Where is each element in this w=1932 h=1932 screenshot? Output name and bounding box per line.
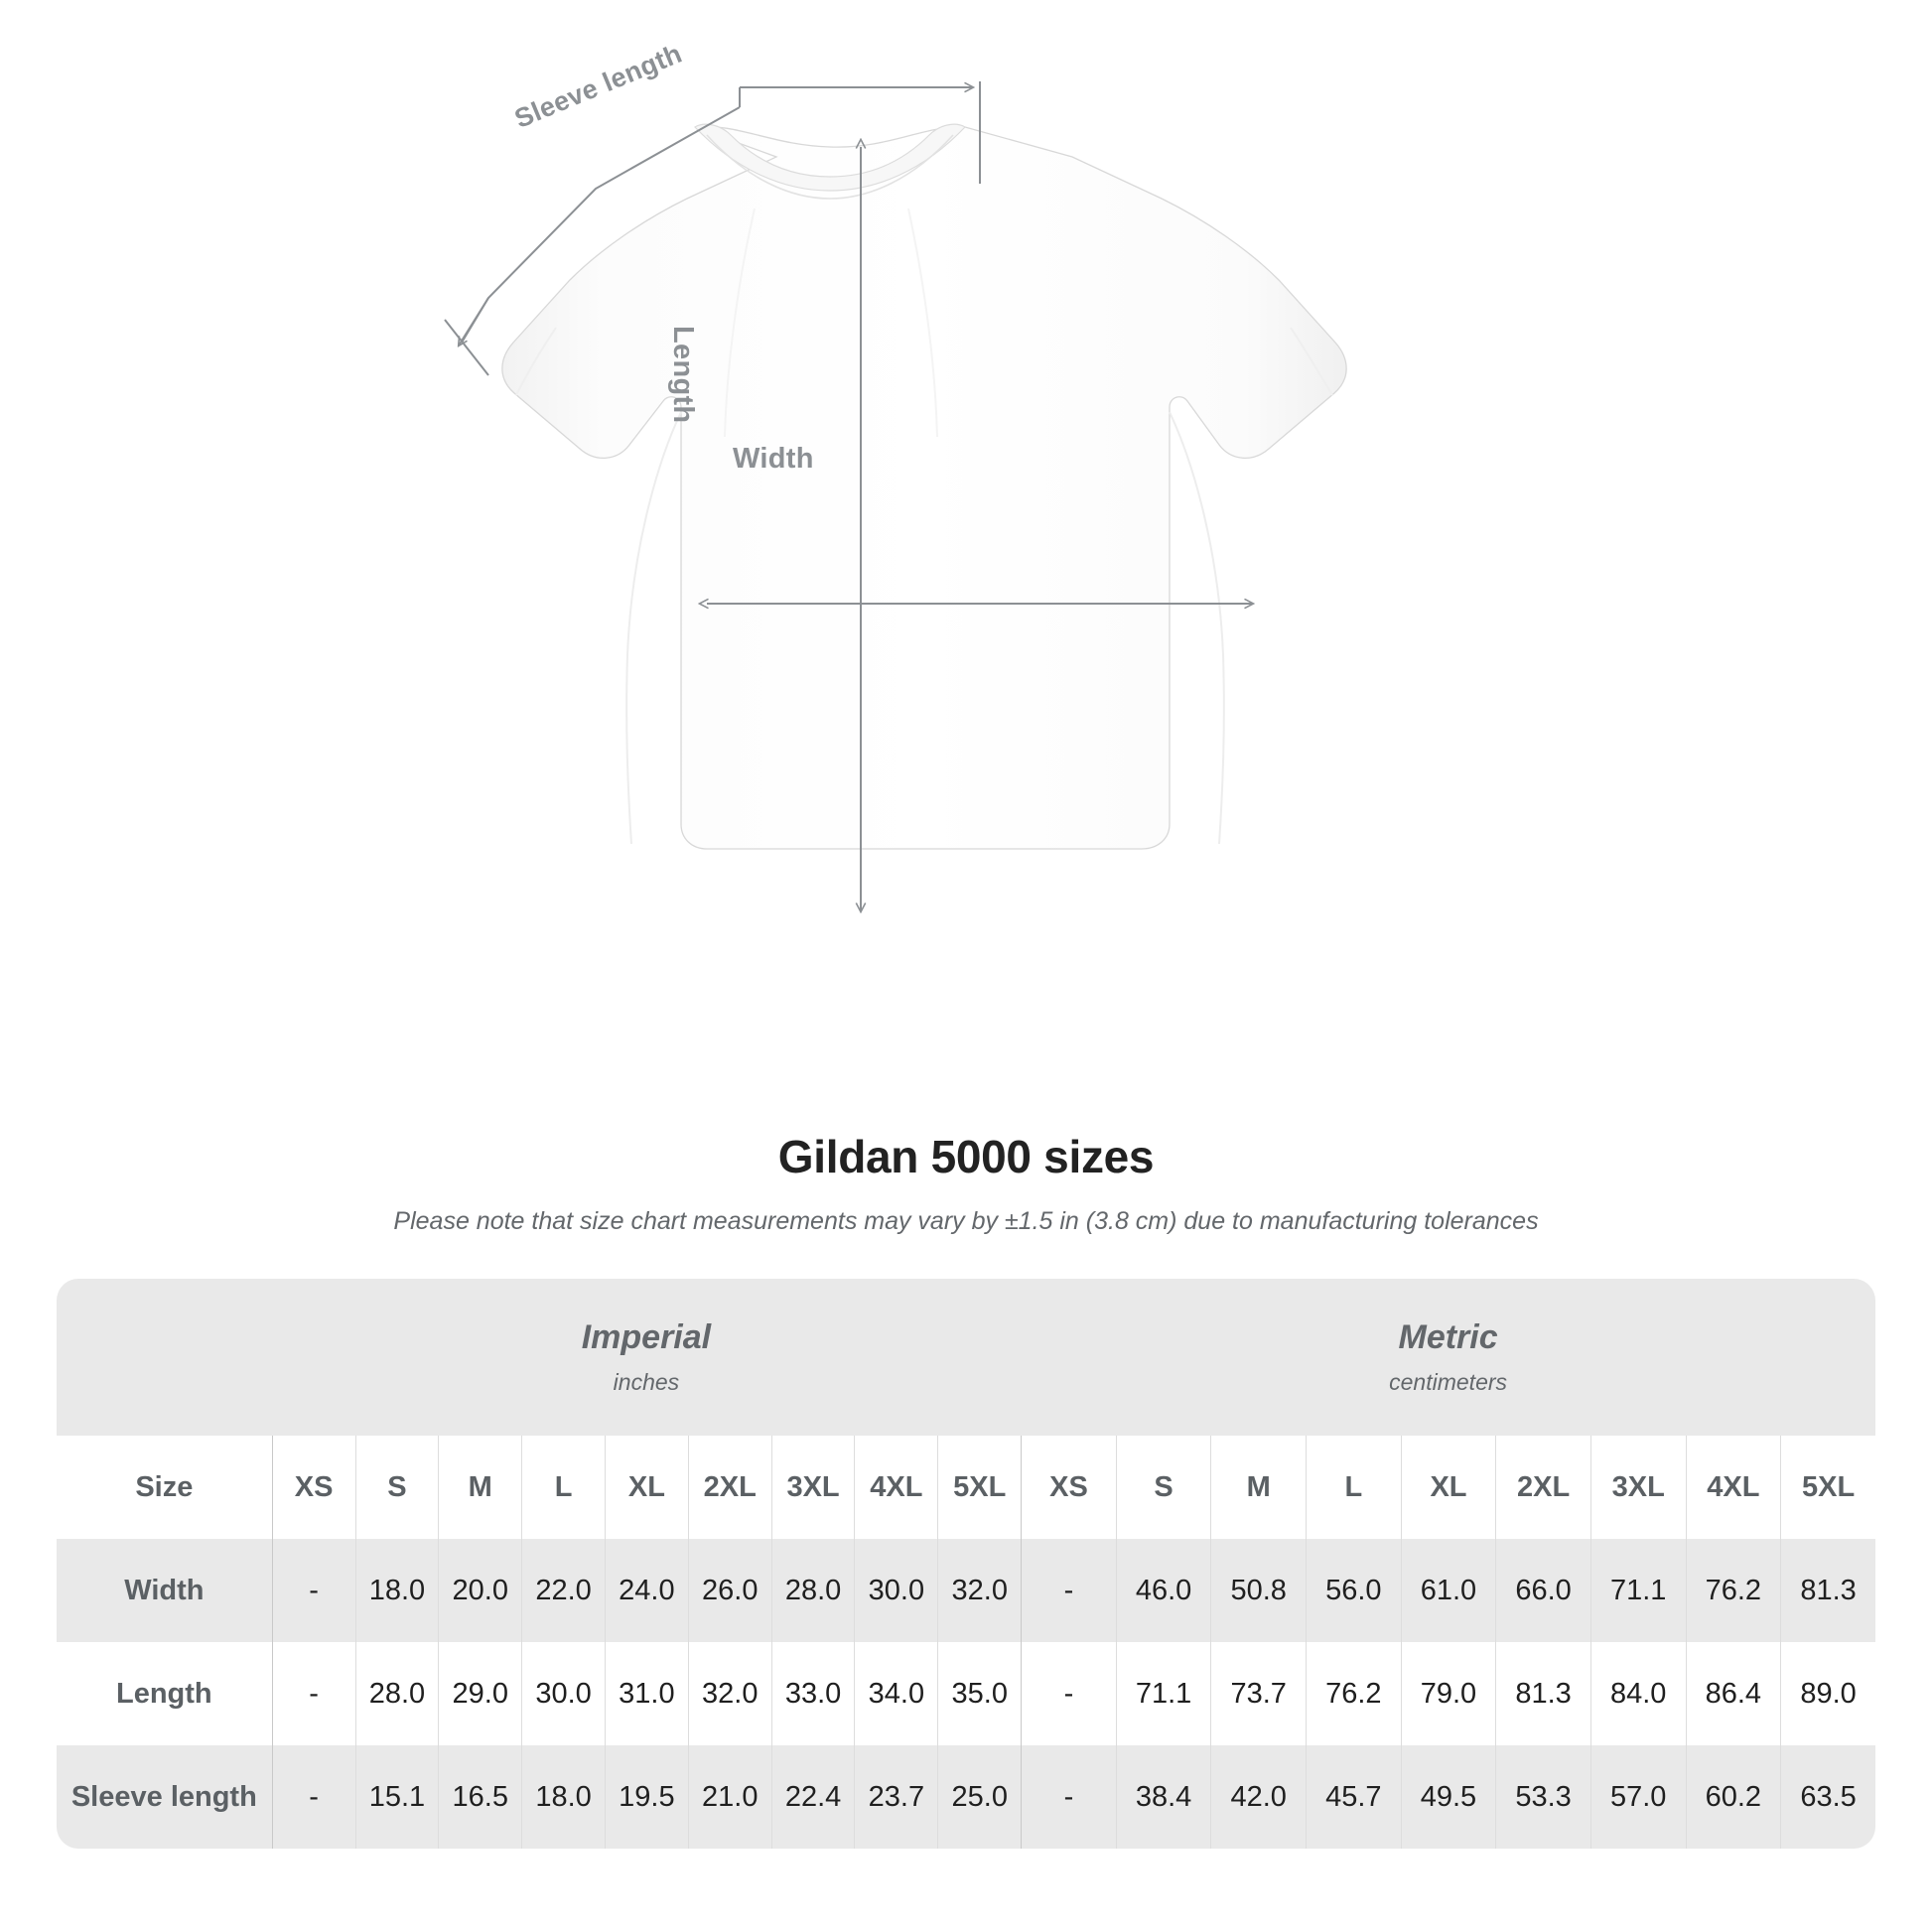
size-header-imperial-xl: XL bbox=[604, 1436, 688, 1539]
cell-width-imperial-xs: - bbox=[271, 1539, 355, 1642]
page-title: Gildan 5000 sizes bbox=[777, 1131, 1155, 1182]
cell-length-imperial-xs: - bbox=[271, 1642, 355, 1745]
cell-length-imperial-5xl: 35.0 bbox=[937, 1642, 1022, 1745]
cell-width-metric-3xl: 71.1 bbox=[1589, 1539, 1686, 1642]
cell-width-imperial-m: 20.0 bbox=[438, 1539, 522, 1642]
unit-group-metric: Metric centimeters bbox=[1021, 1279, 1875, 1436]
unit-group-metric-unit: centimeters bbox=[1389, 1369, 1508, 1396]
size-header-metric-xs: XS bbox=[1021, 1436, 1116, 1539]
table-row-sleeve-length: Sleeve length - 15.1 16.5 18.0 19.5 21.0… bbox=[57, 1745, 1875, 1849]
cell-width-imperial-2xl: 26.0 bbox=[687, 1539, 771, 1642]
cell-length-metric-s: 71.1 bbox=[1115, 1642, 1211, 1745]
cell-sleeve-metric-xs: - bbox=[1021, 1745, 1116, 1849]
title-block: Gildan 5000 sizes Please note that size … bbox=[0, 1132, 1932, 1236]
cell-width-metric-m: 50.8 bbox=[1210, 1539, 1307, 1642]
size-header-metric-4xl: 4XL bbox=[1685, 1436, 1781, 1539]
cell-width-imperial-xl: 24.0 bbox=[604, 1539, 688, 1642]
cell-sleeve-metric-s: 38.4 bbox=[1115, 1745, 1211, 1849]
cell-width-metric-xs: - bbox=[1021, 1539, 1116, 1642]
cell-sleeve-imperial-5xl: 25.0 bbox=[937, 1745, 1022, 1849]
cell-length-imperial-l: 30.0 bbox=[521, 1642, 605, 1745]
cell-length-imperial-xl: 31.0 bbox=[604, 1642, 688, 1745]
table-row-width: Width - 18.0 20.0 22.0 24.0 26.0 28.0 30… bbox=[57, 1539, 1875, 1642]
cell-length-metric-l: 76.2 bbox=[1306, 1642, 1401, 1745]
unit-group-imperial-name: Imperial bbox=[581, 1318, 712, 1357]
cell-sleeve-imperial-2xl: 21.0 bbox=[687, 1745, 771, 1849]
cell-width-imperial-4xl: 30.0 bbox=[854, 1539, 938, 1642]
cell-sleeve-metric-xl: 49.5 bbox=[1400, 1745, 1496, 1849]
cell-length-metric-m: 73.7 bbox=[1210, 1642, 1307, 1745]
cell-width-imperial-s: 18.0 bbox=[354, 1539, 439, 1642]
cell-sleeve-imperial-3xl: 22.4 bbox=[770, 1745, 855, 1849]
cell-sleeve-metric-4xl: 60.2 bbox=[1685, 1745, 1781, 1849]
size-header-imperial-m: M bbox=[438, 1436, 522, 1539]
cell-width-imperial-3xl: 28.0 bbox=[770, 1539, 855, 1642]
size-header-row: Size XS S M L XL 2XL 3XL 4XL 5XL XS S M … bbox=[57, 1436, 1875, 1539]
cell-sleeve-metric-l: 45.7 bbox=[1306, 1745, 1401, 1849]
cell-width-imperial-l: 22.0 bbox=[521, 1539, 605, 1642]
tshirt-shape bbox=[501, 123, 1347, 850]
size-table-container: Imperial inches Metric centimeters Size … bbox=[57, 1279, 1875, 1849]
size-header-metric-s: S bbox=[1115, 1436, 1211, 1539]
row-label-width: Width bbox=[57, 1539, 272, 1642]
table-corner-label: Size bbox=[57, 1436, 272, 1539]
cell-sleeve-imperial-l: 18.0 bbox=[521, 1745, 605, 1849]
size-header-imperial-s: S bbox=[354, 1436, 439, 1539]
cell-length-metric-xs: - bbox=[1021, 1642, 1116, 1745]
table-row-length: Length - 28.0 29.0 30.0 31.0 32.0 33.0 3… bbox=[57, 1642, 1875, 1745]
tolerance-note: Please note that size chart measurements… bbox=[393, 1206, 1539, 1235]
cell-width-metric-xl: 61.0 bbox=[1400, 1539, 1496, 1642]
cell-length-metric-2xl: 81.3 bbox=[1495, 1642, 1590, 1745]
cell-width-metric-5xl: 81.3 bbox=[1780, 1539, 1875, 1642]
size-header-imperial-2xl: 2XL bbox=[687, 1436, 771, 1539]
cell-length-imperial-4xl: 34.0 bbox=[854, 1642, 938, 1745]
unit-header-spacer bbox=[57, 1279, 272, 1436]
size-header-imperial-5xl: 5XL bbox=[937, 1436, 1022, 1539]
size-header-metric-2xl: 2XL bbox=[1495, 1436, 1590, 1539]
cell-sleeve-imperial-4xl: 23.7 bbox=[854, 1745, 938, 1849]
cell-sleeve-imperial-m: 16.5 bbox=[438, 1745, 522, 1849]
size-header-metric-3xl: 3XL bbox=[1589, 1436, 1686, 1539]
cell-width-metric-2xl: 66.0 bbox=[1495, 1539, 1590, 1642]
cell-length-metric-4xl: 86.4 bbox=[1685, 1642, 1781, 1745]
tshirt-diagram: Sleeve length Length Width bbox=[444, 39, 1347, 1112]
cell-length-imperial-s: 28.0 bbox=[354, 1642, 439, 1745]
cell-sleeve-imperial-xs: - bbox=[271, 1745, 355, 1849]
cell-length-imperial-m: 29.0 bbox=[438, 1642, 522, 1745]
size-header-metric-l: L bbox=[1306, 1436, 1401, 1539]
cell-sleeve-metric-m: 42.0 bbox=[1210, 1745, 1307, 1849]
unit-group-imperial-unit: inches bbox=[613, 1369, 680, 1396]
row-label-length: Length bbox=[57, 1642, 272, 1745]
cell-sleeve-metric-5xl: 63.5 bbox=[1780, 1745, 1875, 1849]
cell-width-metric-l: 56.0 bbox=[1306, 1539, 1401, 1642]
size-header-imperial-3xl: 3XL bbox=[770, 1436, 855, 1539]
cell-length-metric-xl: 79.0 bbox=[1400, 1642, 1496, 1745]
unit-group-metric-name: Metric bbox=[1398, 1318, 1498, 1357]
cell-length-metric-3xl: 84.0 bbox=[1589, 1642, 1686, 1745]
size-table: Imperial inches Metric centimeters Size … bbox=[57, 1279, 1875, 1849]
cell-length-metric-5xl: 89.0 bbox=[1780, 1642, 1875, 1745]
unit-header-row: Imperial inches Metric centimeters bbox=[57, 1279, 1875, 1436]
unit-group-imperial: Imperial inches bbox=[271, 1279, 1022, 1436]
cell-length-imperial-3xl: 33.0 bbox=[770, 1642, 855, 1745]
cell-sleeve-imperial-s: 15.1 bbox=[354, 1745, 439, 1849]
row-label-sleeve-length: Sleeve length bbox=[57, 1745, 272, 1849]
cell-sleeve-metric-2xl: 53.3 bbox=[1495, 1745, 1590, 1849]
sleeve-dimension-arrow bbox=[444, 81, 981, 376]
cell-width-metric-s: 46.0 bbox=[1115, 1539, 1211, 1642]
size-header-metric-5xl: 5XL bbox=[1780, 1436, 1875, 1539]
cell-width-metric-4xl: 76.2 bbox=[1685, 1539, 1781, 1642]
size-header-imperial-xs: XS bbox=[271, 1436, 355, 1539]
size-header-metric-xl: XL bbox=[1400, 1436, 1496, 1539]
size-header-metric-m: M bbox=[1210, 1436, 1307, 1539]
cell-sleeve-metric-3xl: 57.0 bbox=[1589, 1745, 1686, 1849]
size-header-imperial-4xl: 4XL bbox=[854, 1436, 938, 1539]
tshirt-illustration bbox=[444, 81, 1347, 1112]
size-header-imperial-l: L bbox=[521, 1436, 605, 1539]
cell-sleeve-imperial-xl: 19.5 bbox=[604, 1745, 688, 1849]
cell-width-imperial-5xl: 32.0 bbox=[937, 1539, 1022, 1642]
cell-length-imperial-2xl: 32.0 bbox=[687, 1642, 771, 1745]
